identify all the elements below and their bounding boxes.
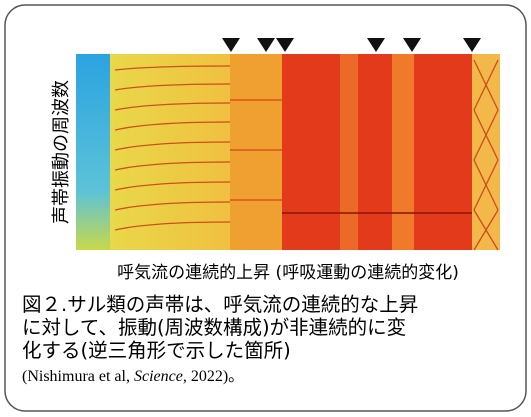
- citation: (Nishimura et al, Science, 2022)。: [22, 368, 244, 385]
- x-axis-label: 呼気流の連続的上昇 (呼吸運動の連続的変化): [117, 263, 459, 283]
- citation-text: , 2022)。: [183, 368, 244, 385]
- caption-line: に対して、振動(周波数構成)が非連続的に変: [22, 316, 406, 339]
- spectrogram: [76, 54, 500, 250]
- citation-text: (Nishimura et al,: [22, 368, 134, 385]
- caption-line: 図２.サル類の声帯は、呼気流の連続的な上昇: [22, 293, 418, 316]
- y-axis-label: 声帯振動の周波数: [51, 80, 72, 224]
- figure-panel: 声帯振動の周波数 呼気流の連続的上昇 (呼吸運動の連続的変化) 図２.サル類の声…: [0, 0, 531, 417]
- caption-line: 化する(逆三角形で示した箇所): [22, 339, 291, 362]
- citation-journal: Science: [134, 368, 183, 385]
